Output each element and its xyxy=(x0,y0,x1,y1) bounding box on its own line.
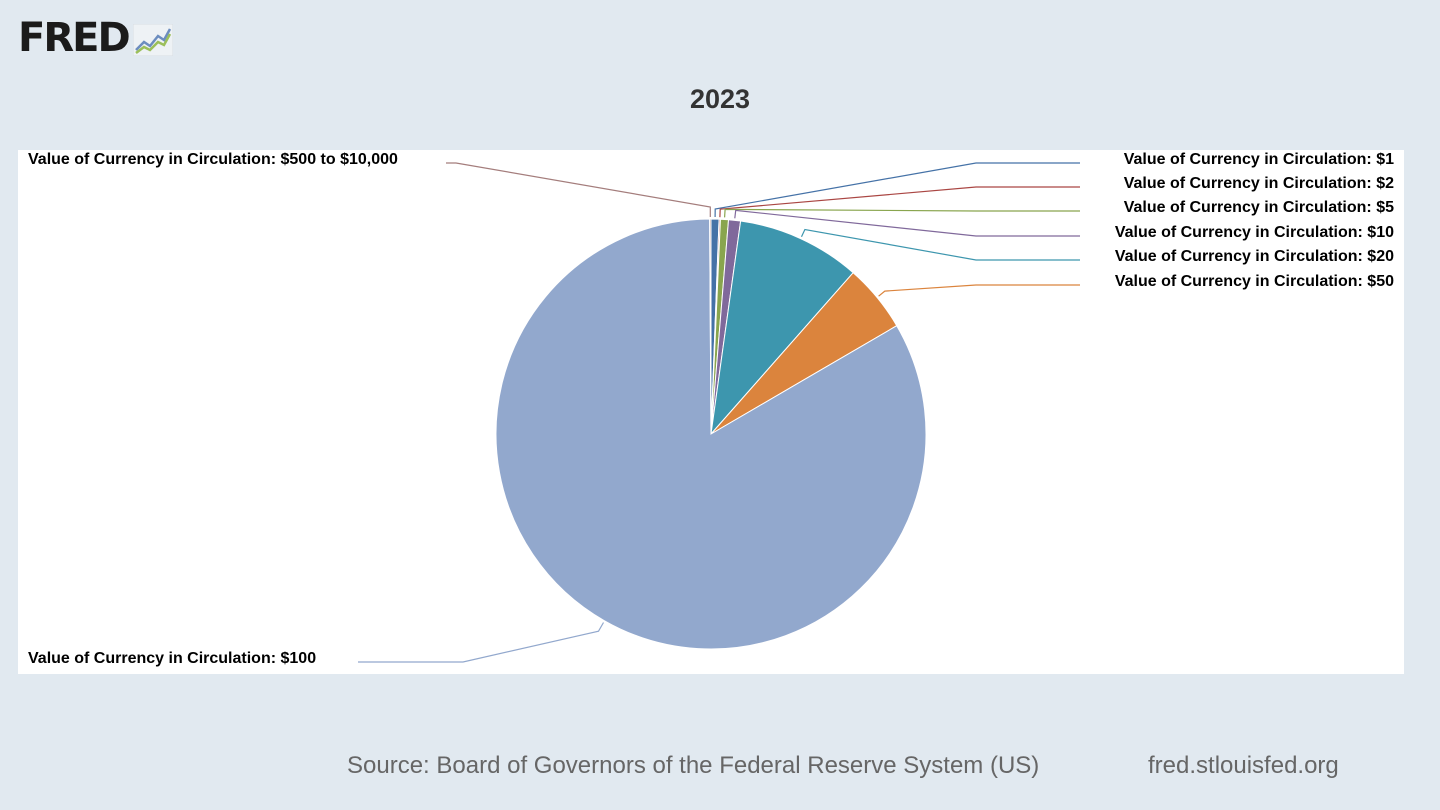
pie-slice[interactable] xyxy=(710,220,854,436)
logo-text: FRED xyxy=(18,15,131,61)
chart-title: 2023 xyxy=(689,84,751,114)
site-link[interactable]: fred.stlouisfed.org xyxy=(1148,752,1339,779)
label-connector xyxy=(719,186,1080,218)
label-connector xyxy=(800,228,1080,261)
slice-label: Value of Currency in Circulation: $10 xyxy=(1115,224,1394,241)
label-connector xyxy=(724,208,1080,218)
pie-chart: Value of Currency in Circulation: $1 Valu… xyxy=(28,151,1394,667)
slice-label: Value of Currency in Circulation: $20 xyxy=(1115,248,1394,265)
label-connector xyxy=(714,162,1080,218)
fred-logo[interactable]: FRED xyxy=(18,16,173,60)
source-note: Source: Board of Governors of the Federa… xyxy=(347,752,1040,779)
slice-label: Value of Currency in Circulation: $1 xyxy=(1124,151,1394,168)
slice-label: Value of Currency in Circulation: $100 xyxy=(28,650,316,667)
fred-chart-line-icon xyxy=(132,24,173,56)
label-connector xyxy=(446,162,711,217)
label-connector xyxy=(878,284,1080,297)
slice-label: Value of Currency in Circulation: $50 xyxy=(1115,273,1394,290)
label-connector xyxy=(358,622,605,663)
label-connector xyxy=(734,209,1080,237)
pie-slice[interactable] xyxy=(709,218,712,435)
slice-label: Value of Currency in Circulation: $500 t… xyxy=(28,151,398,168)
slice-label: Value of Currency in Circulation: $5 xyxy=(1124,199,1394,216)
slice-label: Value of Currency in Circulation: $2 xyxy=(1124,175,1394,192)
plot-area: Value of Currency in Circulation: $1 Valu… xyxy=(18,150,1404,674)
